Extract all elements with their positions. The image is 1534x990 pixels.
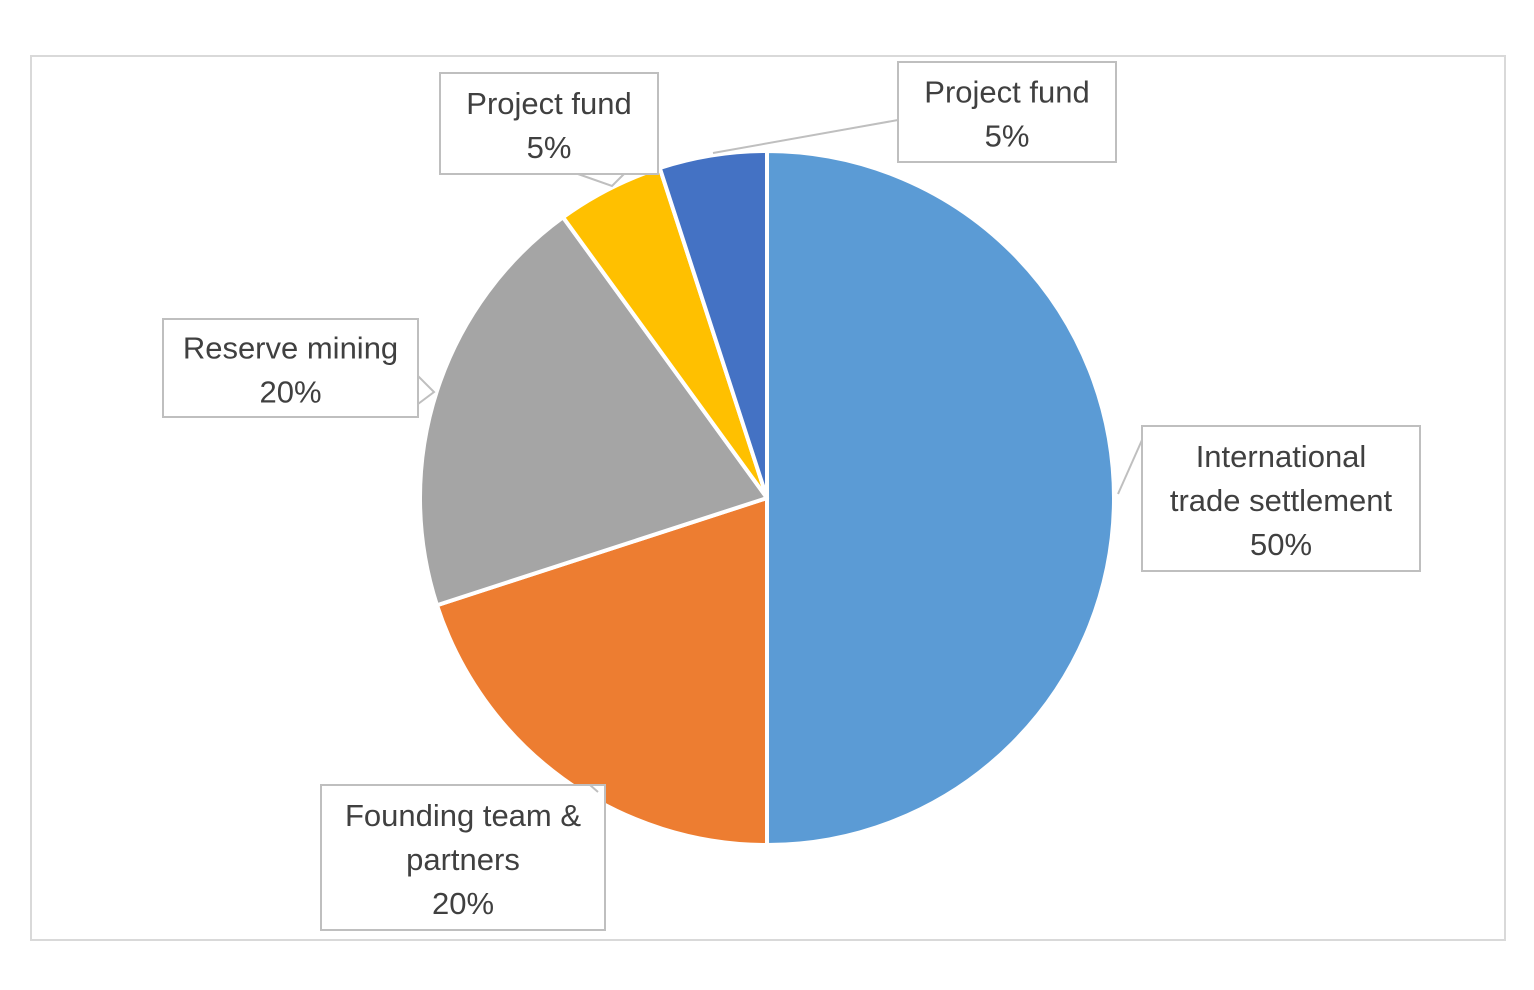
slice-category-label: Reserve mining — [183, 330, 398, 365]
slice-value-label: 20% — [259, 374, 321, 409]
callout-5: Project fund 5% — [712, 61, 1117, 163]
callout-labels: International trade settlement 50% Founding… — [162, 61, 1421, 931]
slice-value-label: 5% — [985, 118, 1030, 153]
callout-box — [1141, 425, 1421, 572]
pie-slice-3 — [418, 215, 769, 608]
slice-category-label: Project fund — [924, 74, 1089, 109]
callout-1: International trade settlement 50% — [1117, 425, 1421, 572]
callout-box — [897, 61, 1117, 163]
callout-4: Project fund 5% — [439, 72, 659, 188]
callout-box — [162, 318, 419, 418]
callout-box — [439, 72, 659, 175]
slice-value-label: 5% — [527, 130, 572, 165]
callout-2: Founding team & partners 20% — [320, 784, 606, 931]
pie-slices — [418, 149, 1116, 847]
callout-leader-line — [577, 173, 625, 188]
slice-category-label: Project fund — [466, 86, 631, 121]
slice-value-label: 50% — [1250, 527, 1312, 562]
pie-slice-2 — [434, 496, 769, 847]
callout-leader-line — [417, 375, 436, 405]
slice-category-label: Founding team & — [345, 798, 581, 833]
slice-category-label: trade settlement — [1170, 483, 1393, 518]
callout-3: Reserve mining 20% — [162, 318, 436, 418]
pie-slice-1 — [765, 149, 1116, 847]
slice-category-label: International — [1196, 439, 1367, 474]
callout-box — [320, 784, 606, 931]
pie-slice-5 — [657, 149, 769, 500]
callout-leader-line — [589, 784, 599, 793]
slice-category-label: partners — [406, 842, 520, 877]
callout-leader-line — [1117, 439, 1143, 495]
callout-leader-line — [712, 119, 899, 154]
slice-value-label: 20% — [432, 886, 494, 921]
